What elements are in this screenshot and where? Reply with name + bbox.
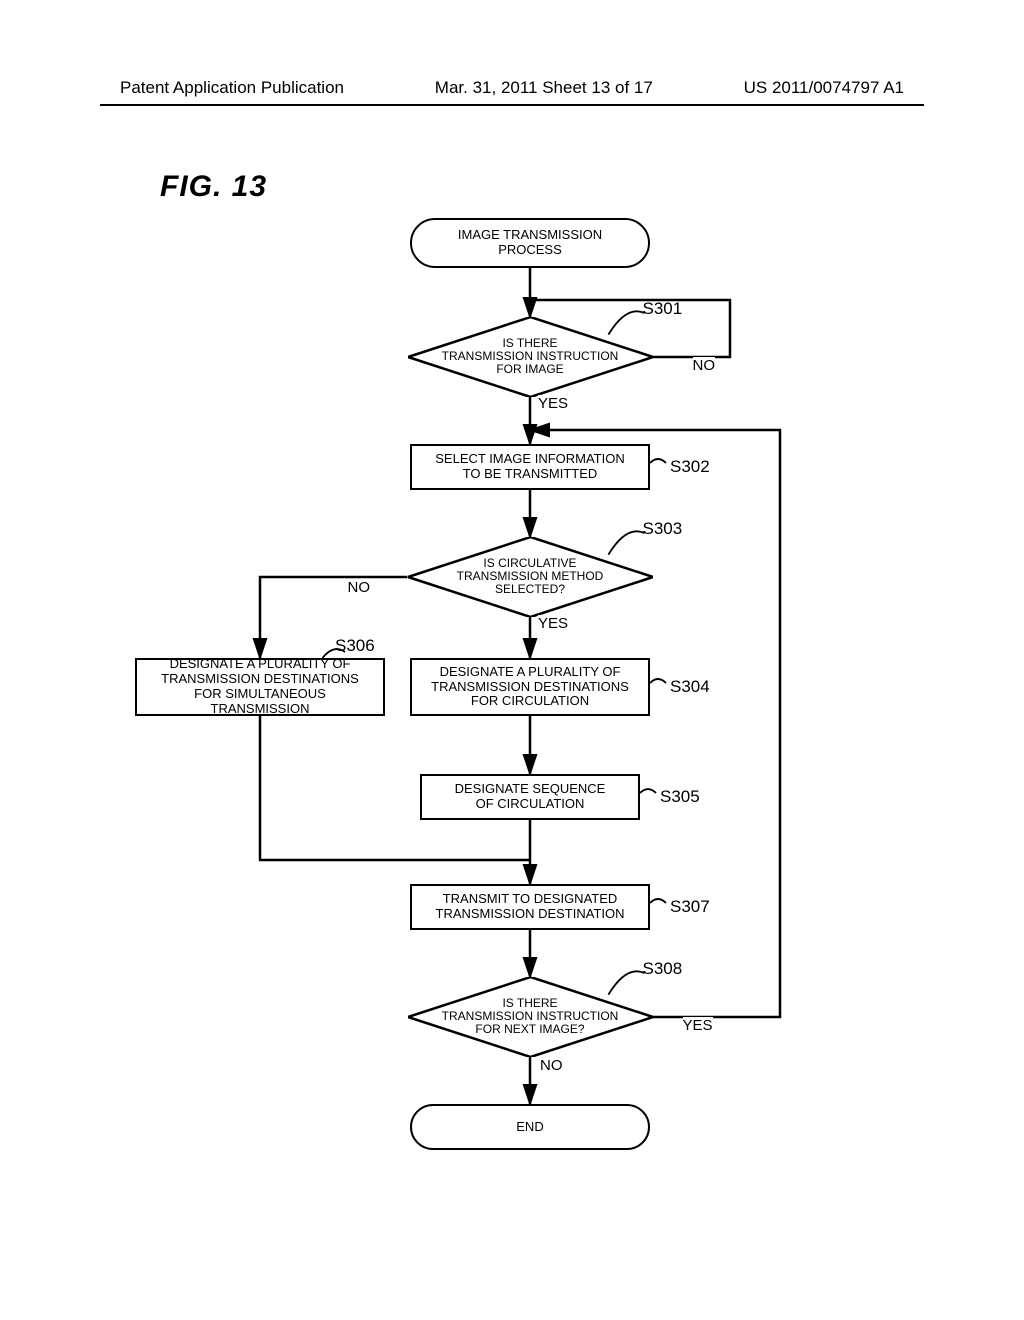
label-d308-yes: YES bbox=[683, 1017, 713, 1034]
node-p307: TRANSMIT TO DESIGNATEDTRANSMISSION DESTI… bbox=[410, 884, 650, 930]
node-d301: IS THERETRANSMISSION INSTRUCTIONFOR IMAG… bbox=[408, 317, 653, 397]
label-d303-yes: YES bbox=[538, 615, 568, 632]
label-d301-yes: YES bbox=[538, 395, 568, 412]
step-label-s306: S306 bbox=[335, 636, 375, 656]
node-start: IMAGE TRANSMISSIONPROCESS bbox=[410, 218, 650, 268]
node-end: END bbox=[410, 1104, 650, 1150]
header-left: Patent Application Publication bbox=[120, 78, 344, 98]
node-p305: DESIGNATE SEQUENCEOF CIRCULATION bbox=[420, 774, 640, 820]
step-label-s303: S303 bbox=[643, 519, 683, 539]
node-d308: IS THERETRANSMISSION INSTRUCTIONFOR NEXT… bbox=[408, 977, 653, 1057]
step-label-s308: S308 bbox=[643, 959, 683, 979]
header-center: Mar. 31, 2011 Sheet 13 of 17 bbox=[435, 78, 653, 98]
figure-label: FIG. 13 bbox=[160, 170, 267, 204]
flowchart: IMAGE TRANSMISSIONPROCESS IS THERETRANSMI… bbox=[130, 215, 910, 1205]
node-p302: SELECT IMAGE INFORMATIONTO BE TRANSMITTE… bbox=[410, 444, 650, 490]
label-d301-no: NO bbox=[693, 357, 716, 374]
step-label-s301: S301 bbox=[643, 299, 683, 319]
label-d308-no: NO bbox=[540, 1057, 563, 1074]
step-label-s302: S302 bbox=[670, 457, 710, 477]
node-p306: DESIGNATE A PLURALITY OFTRANSMISSION DES… bbox=[135, 658, 385, 716]
step-label-s305: S305 bbox=[660, 787, 700, 807]
node-d303: IS CIRCULATIVETRANSMISSION METHODSELECTE… bbox=[408, 537, 653, 617]
header-rule bbox=[100, 104, 924, 106]
page: Patent Application Publication Mar. 31, … bbox=[0, 0, 1024, 1320]
label-d303-no: NO bbox=[348, 579, 371, 596]
step-label-s307: S307 bbox=[670, 897, 710, 917]
node-p304: DESIGNATE A PLURALITY OFTRANSMISSION DES… bbox=[410, 658, 650, 716]
page-header: Patent Application Publication Mar. 31, … bbox=[0, 78, 1024, 98]
step-label-s304: S304 bbox=[670, 677, 710, 697]
header-right: US 2011/0074797 A1 bbox=[744, 78, 904, 98]
